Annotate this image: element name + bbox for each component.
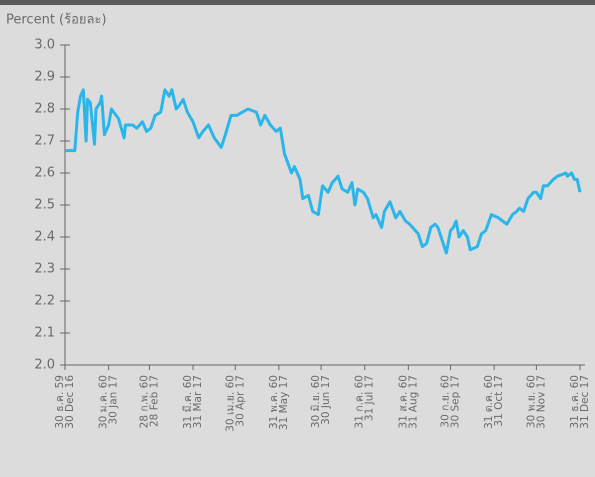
x-tick-label: 30 ม.ค. 60 <box>98 375 110 429</box>
y-tick-label: 2.9 <box>34 70 55 85</box>
x-tick-label: 30 Sep 17 <box>450 375 462 428</box>
x-tick-label: 30 Jan 17 <box>108 375 120 425</box>
x-tick-label: 28 ก.พ. 60 <box>138 375 150 428</box>
y-tick-label: 2.0 <box>34 358 55 373</box>
x-tick-label: 30 Nov 17 <box>535 375 547 429</box>
x-tick-label: 30 Dec 16 <box>64 375 76 429</box>
x-tick-label: 30 Jun 17 <box>320 375 332 425</box>
y-tick-label: 2.5 <box>34 198 55 213</box>
x-tick-label: 31 ก.ค. 60 <box>354 375 366 428</box>
y-tick-label: 2.6 <box>34 166 55 181</box>
y-tick-label: 2.8 <box>34 102 55 117</box>
x-tick-label: 30 พ.ย. 60 <box>525 375 537 428</box>
x-tick-label: 30 ธ.ค. 59 <box>54 375 66 429</box>
x-tick-label: 31 มี.ค. 60 <box>181 375 194 429</box>
x-tick-label: 31 Aug 17 <box>407 375 419 429</box>
x-tick-label: 31 Jul 17 <box>364 375 376 421</box>
y-tick-label: 2.2 <box>34 294 55 309</box>
x-tick-label: 31 Dec 17 <box>579 375 591 429</box>
y-tick-label: 2.4 <box>34 230 55 245</box>
y-tick-label: 2.7 <box>34 134 55 149</box>
x-tick-label: 31 ต.ค. 60 <box>483 375 495 429</box>
line-series <box>65 88 582 255</box>
x-tick-label: 31 ส.ค. 60 <box>397 375 409 429</box>
x-tick-label: 30 Apr 17 <box>234 375 246 427</box>
y-tick-label: 2.1 <box>34 326 55 341</box>
x-tick-label: 31 Mar 17 <box>192 375 204 428</box>
x-tick-label: 30 ก.ย. 60 <box>440 375 452 428</box>
top-bar <box>0 0 595 5</box>
x-tick-label: 28 Feb 17 <box>148 375 160 427</box>
x-tick-label: 31 May 17 <box>278 375 290 430</box>
y-axis-label: Percent (ร้อยละ) <box>6 13 107 28</box>
x-tick-label: 31 ธ.ค. 60 <box>569 375 581 429</box>
x-tick-label: 30 มิ.ย. 60 <box>310 375 322 428</box>
y-tick-label: 2.3 <box>34 262 55 277</box>
x-tick-label: 31 Oct 17 <box>493 375 505 427</box>
x-tick-label: 31 พ.ค. 60 <box>268 375 280 429</box>
x-tick-label: 30 เม.ย. 60 <box>224 375 236 432</box>
y-tick-label: 3.0 <box>34 38 55 53</box>
